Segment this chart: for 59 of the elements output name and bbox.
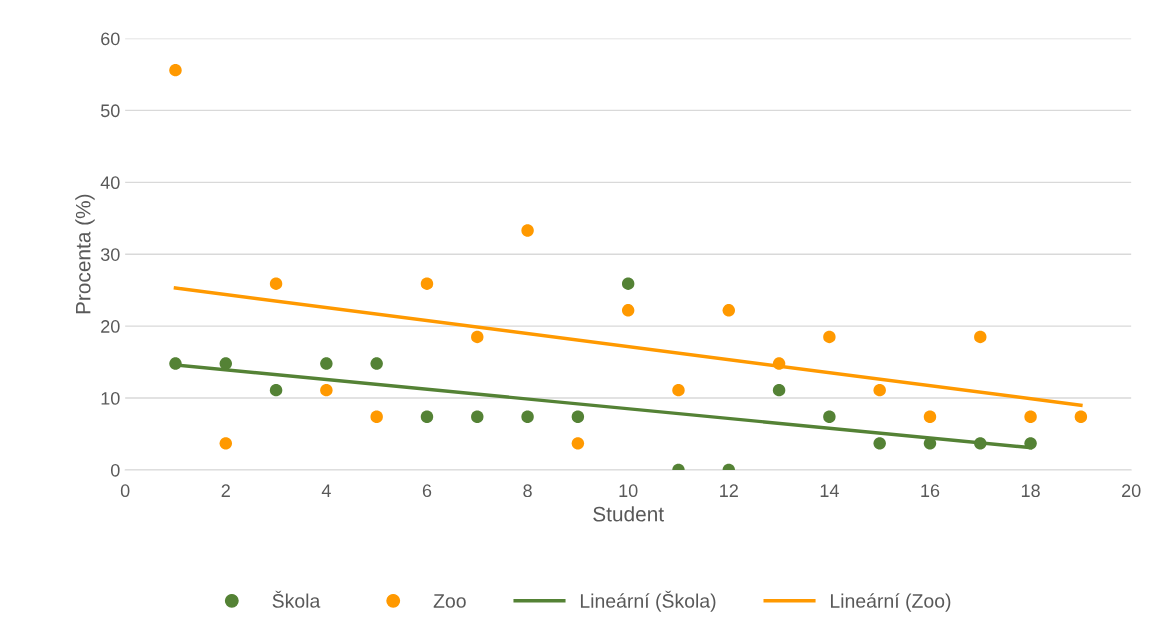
y-tick-label: 40 (100, 176, 120, 190)
point (219, 437, 232, 450)
point (772, 357, 786, 370)
x-tick-label: 18 (1021, 484, 1040, 498)
y-tick-label: 50 (100, 104, 120, 118)
point (621, 277, 635, 290)
x-tick-label: 0 (120, 484, 130, 498)
y-tick-label: 10 (101, 391, 120, 405)
point (1074, 410, 1088, 423)
point (420, 277, 434, 290)
point (823, 330, 836, 344)
x-tick-label: 12 (720, 484, 738, 497)
x-tick-label: 10 (619, 484, 638, 498)
x-tick-label: 16 (921, 484, 940, 498)
x-tick-label: 14 (820, 484, 839, 497)
point (471, 410, 484, 423)
x-tick-label: 8 (523, 484, 532, 498)
point (269, 277, 283, 290)
y-tick-label: 20 (101, 320, 120, 333)
x-tick-label: 6 (422, 484, 432, 498)
point (320, 383, 333, 397)
point (370, 357, 383, 370)
point (269, 383, 283, 397)
point (571, 410, 585, 423)
point (1024, 410, 1037, 423)
x-axis-title: Student (593, 506, 664, 522)
point (320, 357, 333, 370)
point (169, 357, 182, 370)
legend-label: Lineární (Škola) (580, 590, 716, 612)
point (621, 304, 635, 317)
point (873, 383, 886, 397)
x-tick-label: 4 (321, 484, 331, 497)
point (370, 410, 383, 423)
point (823, 410, 836, 423)
point (1024, 437, 1037, 450)
y-tick-label: 30 (100, 248, 120, 261)
point (521, 410, 534, 423)
point (672, 383, 685, 397)
legend-label: Škola (272, 590, 321, 608)
point (471, 330, 484, 344)
point (923, 437, 937, 450)
y-axis-title: Procenta (%) (75, 194, 95, 314)
point (219, 357, 232, 370)
point (521, 224, 534, 237)
point (923, 410, 937, 423)
point (772, 383, 786, 397)
point (974, 330, 987, 344)
point (169, 63, 182, 77)
point (974, 437, 987, 450)
x-tick-label: 20 (1122, 484, 1141, 498)
y-tick-label: 60 (101, 32, 120, 46)
legend-label: Zoo (433, 594, 466, 608)
y-tick-label: 0 (110, 463, 120, 477)
point (873, 437, 886, 450)
point (571, 437, 585, 450)
point (722, 304, 735, 317)
legend-label: Lineární (Zoo) (830, 593, 951, 612)
x-tick-label: 2 (221, 484, 230, 497)
point (420, 410, 434, 423)
